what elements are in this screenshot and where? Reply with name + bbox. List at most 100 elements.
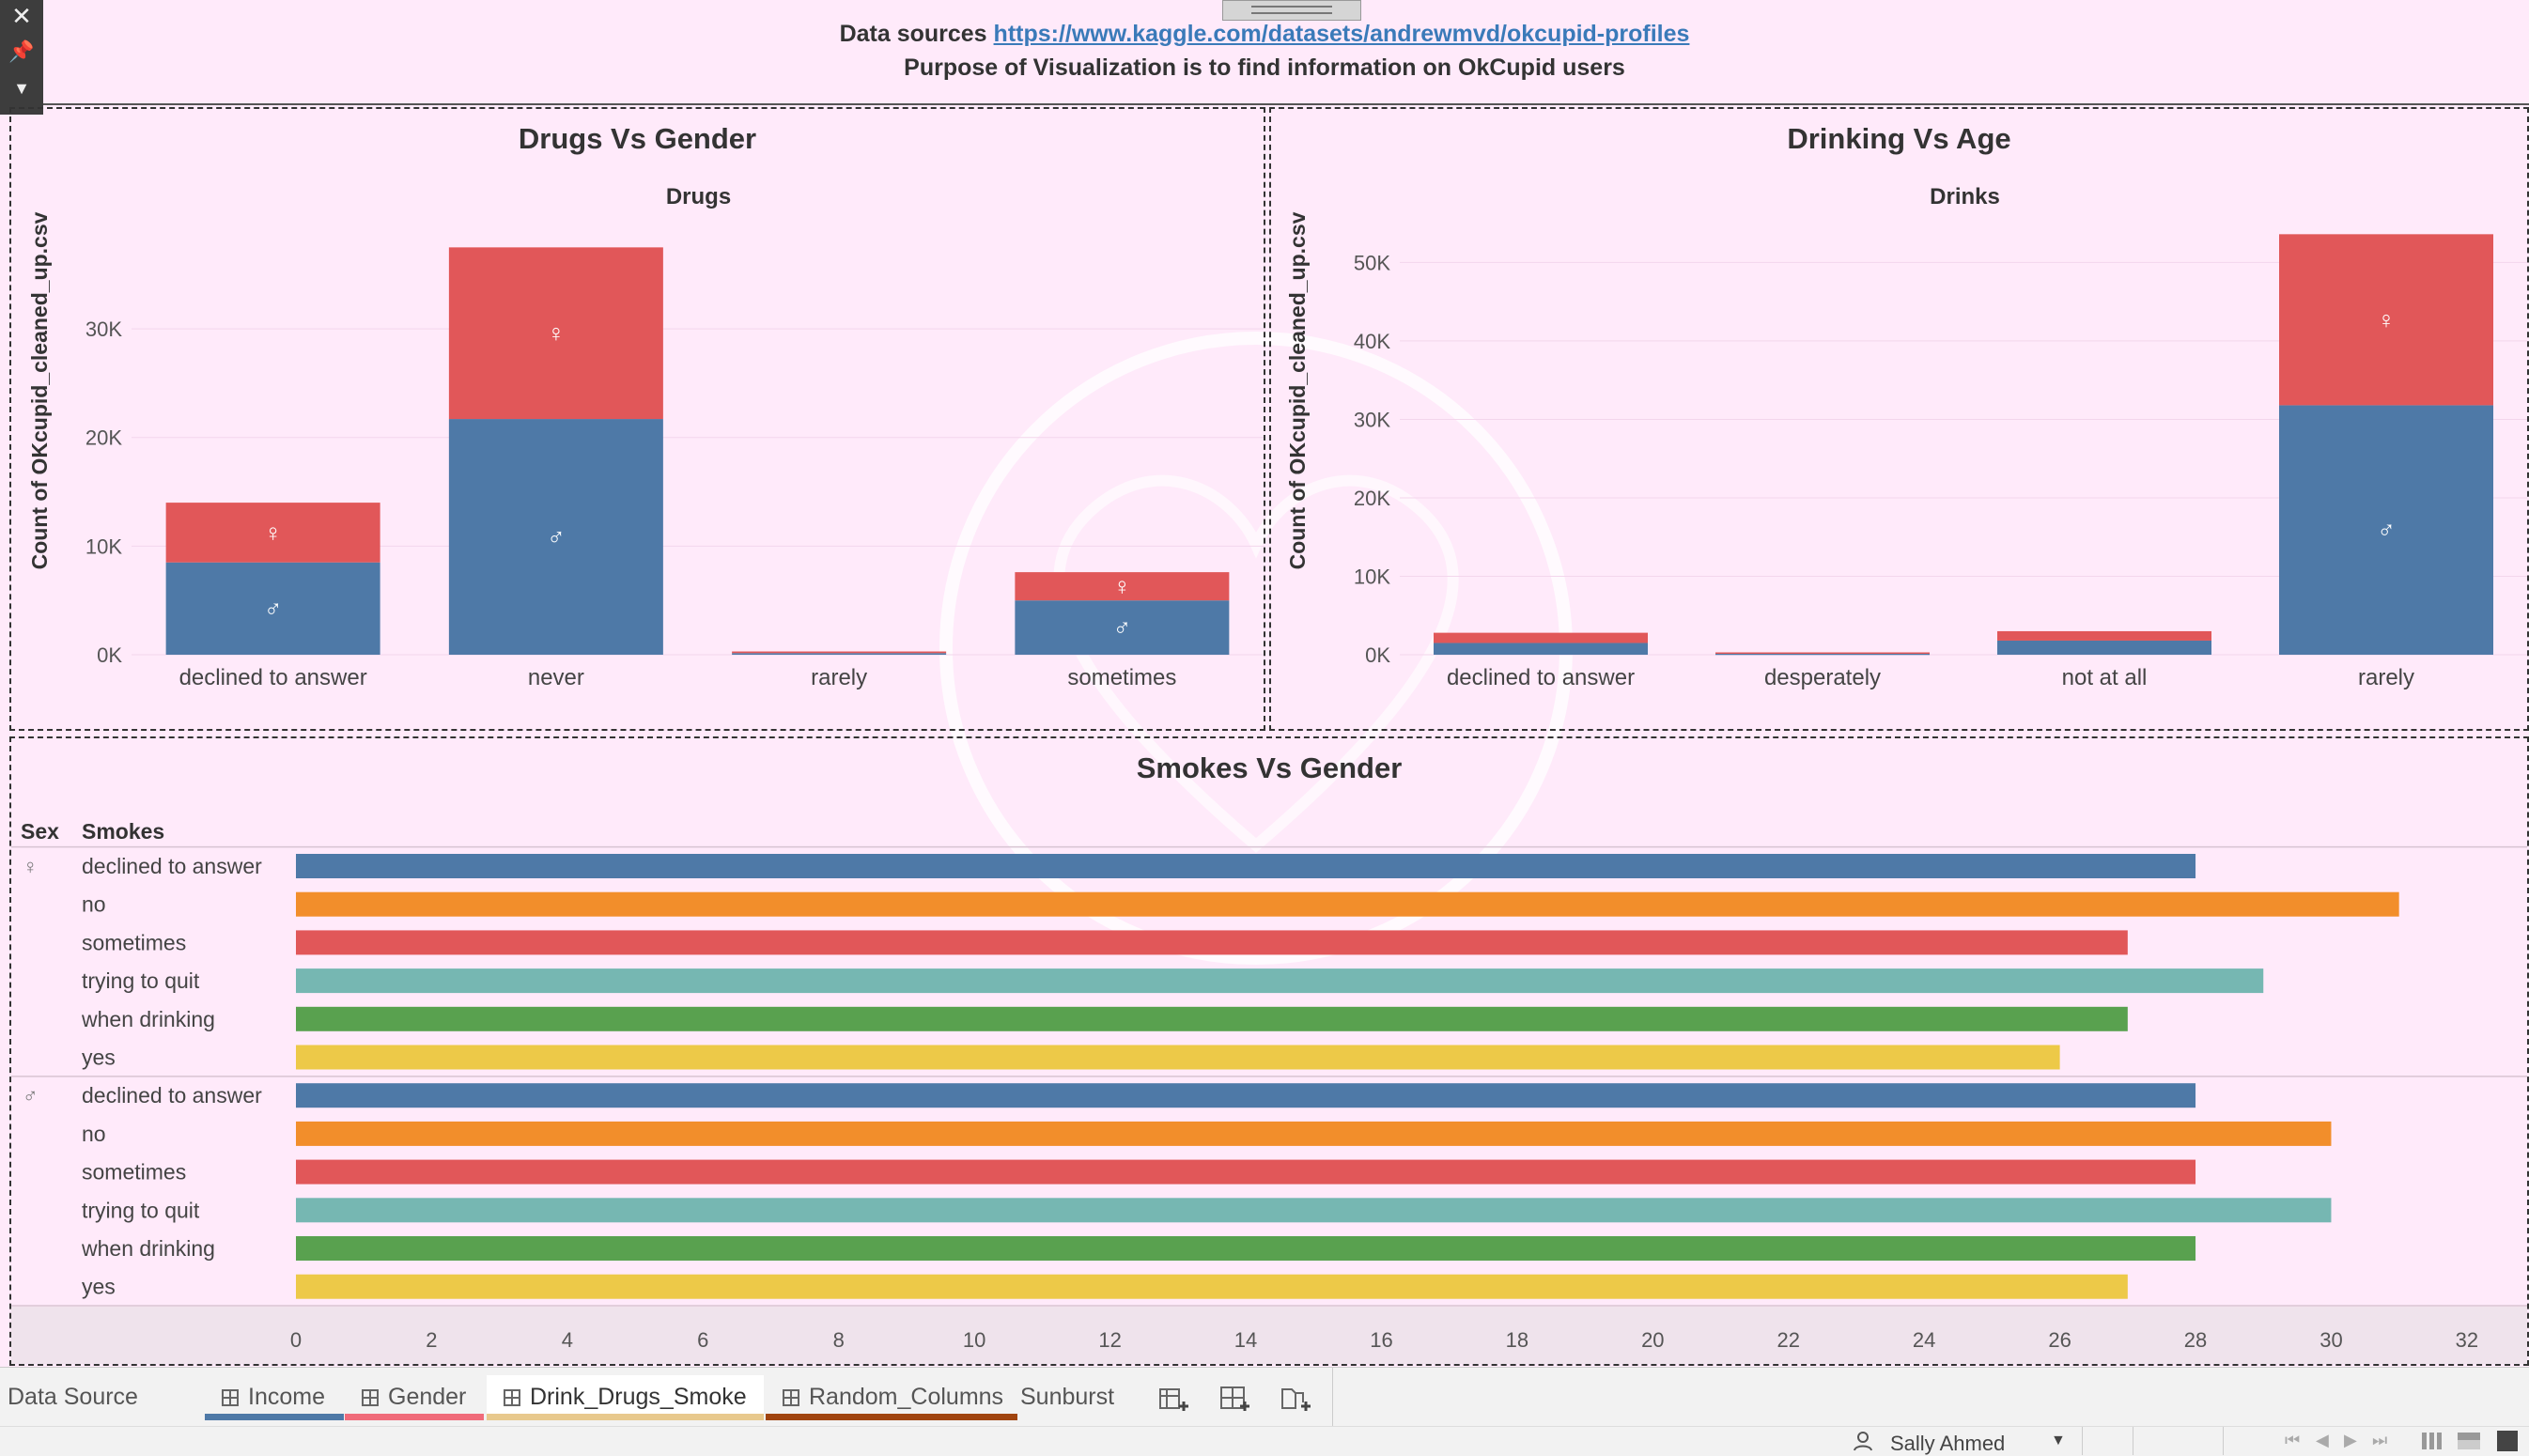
new-worksheet-icon[interactable]: [1157, 1385, 1191, 1415]
drinks-y-axis-label: Count of OKcupid_cleaned_up.csv: [1285, 211, 1310, 569]
drugs-bar-label: ♀: [264, 519, 283, 547]
drinks-y-tick-label: 10K: [1354, 565, 1390, 588]
drinks-bar-segment: [1715, 652, 1930, 654]
drinks-chart: Count of OKcupid_cleaned_up.csv 0K 10K 20K…: [1285, 211, 2527, 690]
last-sheet-icon[interactable]: ⏭: [2372, 1431, 2388, 1449]
drinks-bar-segment: [1997, 630, 2211, 641]
drugs-y-tick-label: 0K: [97, 643, 122, 667]
drinks-title: Drinking Vs Age: [1787, 122, 2011, 155]
tab-color-underline: [766, 1414, 1017, 1420]
smokes-x-tick-label: 12: [1098, 1328, 1121, 1352]
drugs-bar-segment: [448, 247, 663, 420]
smokes-chart: Sex Smokes ♀ declined to answer no sometime…: [11, 819, 2527, 1364]
new-story-icon[interactable]: [1280, 1385, 1313, 1415]
tab-separator: [1332, 1368, 1333, 1427]
smokes-x-tick-label: 10: [963, 1328, 985, 1352]
drugs-bar-segment: [448, 419, 663, 655]
drugs-chart: Count of OKcupid_cleaned_up.csv 0K 10K 20K…: [27, 211, 1264, 690]
smokes-title: Smokes Vs Gender: [1136, 751, 1403, 784]
tab-income[interactable]: Income: [205, 1375, 344, 1420]
status-bar: Sally Ahmed ▼ ⏮ ◀ ▶ ⏭: [0, 1426, 2529, 1455]
drugs-bar-segment: [165, 503, 380, 563]
sex-row-header: Sex: [21, 819, 59, 844]
drinks-x-tick-label: rarely: [2358, 665, 2414, 690]
smokes-sex-label: ♀: [23, 855, 39, 878]
tabs-view-icon[interactable]: [2497, 1431, 2518, 1451]
dropdown-icon[interactable]: ▼: [13, 79, 30, 98]
smokes-row-label: sometimes: [82, 930, 186, 954]
drinks-panel: Drinking Vs Age Drinks: [1269, 107, 2529, 731]
tab-label: Random_Columns: [809, 1384, 1004, 1410]
next-sheet-icon[interactable]: ▶: [2344, 1431, 2357, 1449]
new-dashboard-icon[interactable]: [1218, 1385, 1252, 1415]
data-sources-link[interactable]: https://www.kaggle.com/datasets/andrewmv…: [993, 21, 1690, 47]
smokes-x-tick-label: 20: [1641, 1328, 1664, 1352]
smokes-row-label: declined to answer: [82, 1083, 262, 1107]
tab-gender[interactable]: Gender: [345, 1375, 484, 1420]
smokes-row-label: yes: [82, 1046, 116, 1070]
smokes-bar: [296, 1198, 2332, 1223]
drinks-x-tick-label: declined to answer: [1447, 665, 1635, 690]
data-sources-label: Data sources: [839, 21, 987, 47]
tab-random-columns[interactable]: Random_Columns: [766, 1375, 1017, 1420]
grid-icon: [504, 1389, 520, 1406]
smokes-x-tick-label: 16: [1370, 1328, 1392, 1352]
smokes-bar: [296, 930, 2128, 955]
smokes-x-tick-label: 32: [2456, 1328, 2478, 1352]
drugs-panel: Drugs Vs Gender Drugs: [9, 107, 1265, 731]
tab-sunburst[interactable]: Sunburst: [1016, 1375, 1139, 1418]
smokes-x-tick-label: 14: [1234, 1328, 1257, 1352]
pin-icon[interactable]: 📌: [8, 39, 35, 63]
drugs-bar-segment: [1015, 572, 1230, 601]
drugs-title: Drugs Vs Gender: [518, 122, 757, 155]
status-divider: [2223, 1427, 2224, 1455]
prev-sheet-icon[interactable]: ◀: [2316, 1431, 2329, 1449]
drinks-bar-label: ♀: [2377, 305, 2396, 333]
purpose-text: Purpose of Visualization is to find info…: [904, 54, 1625, 81]
drinks-bar-label: ♂: [2377, 516, 2396, 544]
drugs-bar-segment: [732, 651, 947, 654]
drinks-bar-segment: [1715, 653, 1930, 656]
smokes-bar: [296, 1236, 2196, 1261]
drugs-x-tick-label: never: [528, 665, 584, 690]
status-divider: [2082, 1427, 2083, 1455]
drag-handle[interactable]: [1222, 0, 1361, 21]
drinks-bar-segment: [1997, 640, 2211, 655]
drugs-x-tick-label: rarely: [811, 665, 867, 690]
drugs-bar-segment: [732, 653, 947, 655]
tab-drink-drugs-smoke[interactable]: Drink_Drugs_Smoke: [487, 1375, 764, 1420]
smokes-row-label: declined to answer: [82, 854, 262, 878]
tab-label: Drink_Drugs_Smoke: [530, 1384, 747, 1410]
grid-icon: [783, 1389, 799, 1406]
drugs-column-header: Drugs: [665, 184, 732, 209]
smokes-bar: [296, 1006, 2128, 1031]
smokes-row-label: sometimes: [82, 1160, 186, 1185]
drinks-bar-segment: [1434, 632, 1648, 643]
smokes-x-tick-label: 0: [290, 1328, 302, 1352]
smokes-x-tick-label: 24: [1913, 1328, 1935, 1352]
sheet-sorter-icon[interactable]: [2422, 1433, 2443, 1449]
tab-label: Income: [248, 1384, 325, 1410]
drinks-bar-segment: [1434, 643, 1648, 655]
smokes-x-tick-label: 22: [1777, 1328, 1799, 1352]
first-sheet-icon[interactable]: ⏮: [2285, 1431, 2301, 1449]
drinks-bar-segment: [2279, 234, 2493, 406]
user-name[interactable]: Sally Ahmed: [1890, 1432, 2006, 1455]
drugs-bar-label: ♀: [547, 319, 566, 348]
drugs-bar-segment: [1015, 600, 1230, 655]
drinks-y-tick-label: 30K: [1354, 408, 1390, 431]
drugs-bar-segment: [165, 562, 380, 655]
drinks-x-tick-label: desperately: [1764, 665, 1881, 690]
header-pane: Data sources https://www.kaggle.com/data…: [0, 0, 2529, 105]
smokes-x-tick-label: 6: [697, 1328, 708, 1352]
tab-data-source[interactable]: Data Source: [4, 1375, 201, 1418]
smokes-row-label: trying to quit: [82, 1198, 200, 1222]
user-dropdown-icon[interactable]: ▼: [2051, 1433, 2066, 1448]
close-icon[interactable]: ✕: [11, 2, 32, 30]
drugs-x-tick-label: sometimes: [1067, 665, 1176, 690]
smokes-bar: [296, 1274, 2128, 1299]
smokes-panel: Smokes Vs Gender: [9, 736, 2529, 1366]
smokes-bar: [296, 1159, 2196, 1185]
smokes-x-tick-label: 8: [833, 1328, 845, 1352]
filmstrip-icon[interactable]: [2458, 1433, 2480, 1449]
